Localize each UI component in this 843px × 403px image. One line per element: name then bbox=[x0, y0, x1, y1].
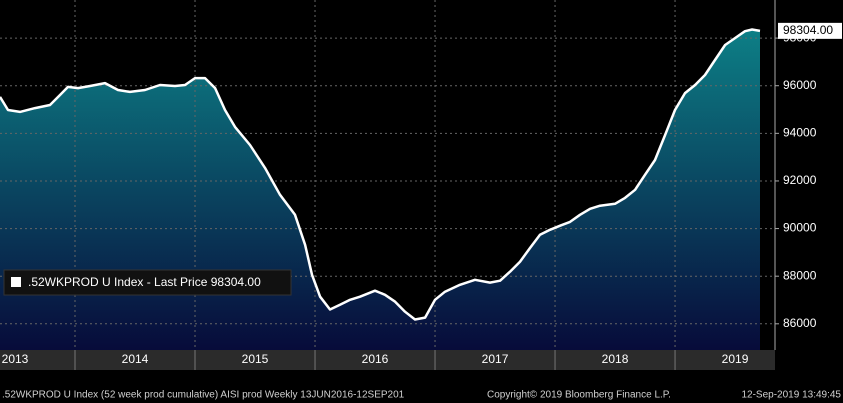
y-tick-label: 86000 bbox=[783, 316, 817, 330]
x-tick-label: 2015 bbox=[242, 352, 269, 366]
y-tick-label: 96000 bbox=[783, 78, 817, 92]
footer-left: .52WKPROD U Index (52 week prod cumulati… bbox=[2, 390, 405, 401]
y-tick-label: 88000 bbox=[783, 268, 817, 282]
legend-label: .52WKPROD U Index - Last Price 98304.00 bbox=[28, 275, 261, 289]
line bbox=[0, 28, 761, 321]
last-price-label: 98304.00 bbox=[783, 23, 833, 37]
x-tick-label: 2016 bbox=[362, 352, 389, 366]
x-tick-label: 2018 bbox=[602, 352, 629, 366]
x-tick-label: 2017 bbox=[482, 352, 509, 366]
legend-box bbox=[3, 269, 292, 296]
x-tick-label: 2013 bbox=[2, 352, 29, 366]
legend-swatch bbox=[11, 277, 21, 287]
y-tick-label: 94000 bbox=[783, 126, 817, 140]
x-tick-label: 2019 bbox=[722, 352, 749, 366]
footer-right: 12-Sep-2019 13:49:45 bbox=[741, 390, 841, 401]
x-axis-band bbox=[0, 350, 775, 370]
y-tick-label: 92000 bbox=[783, 173, 817, 187]
last-price-tag bbox=[778, 22, 842, 39]
x-tick-label: 2014 bbox=[122, 352, 149, 366]
y-tick-label: 90000 bbox=[783, 221, 817, 235]
footer-center: Copyright© 2019 Bloomberg Finance L.P. bbox=[487, 390, 671, 401]
